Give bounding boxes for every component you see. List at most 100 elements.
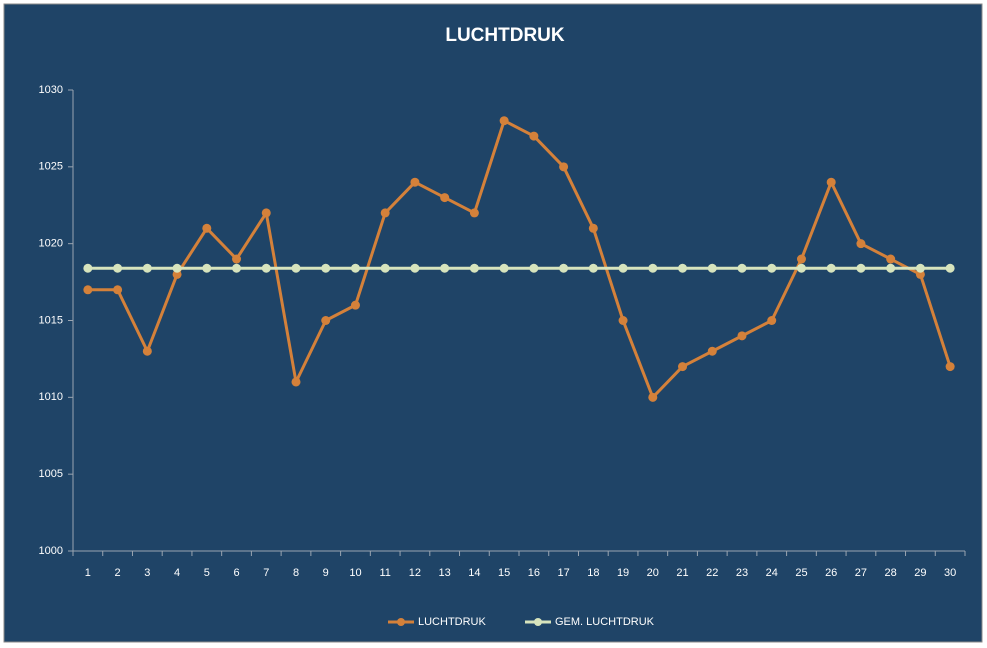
data-point [678,263,688,273]
data-point [767,316,777,325]
data-point [915,263,925,273]
data-point [232,263,242,273]
x-tick-label: 28 [885,567,897,579]
y-tick-label: 1010 [39,391,63,403]
x-tick-label: 10 [349,567,361,579]
data-point [232,254,242,264]
legend-marker [534,618,542,626]
y-tick-label: 1005 [39,468,63,480]
data-point [440,193,450,203]
data-point [856,263,866,273]
data-point [737,331,747,341]
data-point [618,263,628,273]
data-point [440,263,450,273]
data-point [529,131,539,141]
series-line [87,119,952,399]
x-tick-label: 30 [944,567,956,579]
chart-title: LUCHTDRUK [445,25,565,46]
data-point [796,263,806,273]
data-point [678,362,688,372]
data-point [886,263,896,273]
data-point [410,263,420,273]
x-tick-label: 21 [676,567,688,579]
data-point [559,263,569,273]
x-tick-label: 23 [736,567,748,579]
chart-background [3,3,983,643]
data-point [707,263,717,273]
x-tick-label: 7 [263,567,269,579]
data-point [707,346,717,356]
x-tick-label: 14 [468,567,480,579]
x-tick-label: 11 [379,567,390,579]
x-tick-label: 25 [795,567,807,579]
data-point [499,263,509,273]
data-point [886,254,896,264]
data-point [142,346,152,356]
data-point [648,392,658,402]
x-tick-label: 5 [204,567,210,579]
x-tick-label: 27 [855,567,867,579]
data-point [172,263,182,273]
data-point [261,263,271,273]
legend-label: LUCHTDRUK [418,616,487,628]
data-point [202,223,212,233]
data-point [856,239,866,249]
data-point [261,208,271,218]
data-point [113,285,123,295]
y-tick-label: 1000 [39,545,63,557]
x-tick-label: 24 [766,567,778,579]
data-point [291,263,301,273]
x-tick-label: 4 [174,567,180,579]
legend-marker [397,618,405,626]
x-tick-label: 15 [498,567,510,579]
data-point [291,377,301,387]
x-tick-label: 1 [85,567,91,579]
data-point [142,263,152,273]
data-point [410,177,420,187]
data-point [945,362,955,372]
data-point [796,254,806,264]
x-tick-label: 8 [293,567,299,579]
y-tick-label: 1015 [39,314,63,326]
x-tick-label: 9 [323,567,329,579]
data-point [767,263,777,273]
data-point [648,263,658,273]
data-point [737,263,747,273]
data-point [321,263,331,273]
data-point [469,208,479,218]
data-point [380,263,390,273]
data-point [469,263,479,273]
data-point [826,177,836,187]
data-point [113,263,123,273]
data-point [380,208,390,218]
data-point [588,223,598,233]
x-tick-label: 13 [439,567,451,579]
data-point [321,316,331,325]
x-tick-label: 18 [587,567,599,579]
data-point [350,300,360,310]
data-point [559,162,569,172]
data-point [83,263,93,273]
x-tick-label: 20 [647,567,659,579]
data-point [826,263,836,273]
x-tick-label: 6 [233,567,239,579]
data-point [202,263,212,273]
x-tick-label: 22 [706,567,718,579]
x-tick-label: 29 [914,567,926,579]
legend-label: GEM. LUCHTDRUK [555,616,655,628]
x-tick-label: 12 [409,567,421,579]
data-point [83,285,93,295]
x-tick-label: 3 [144,567,150,579]
x-tick-label: 19 [617,567,629,579]
data-point [350,263,360,273]
data-point [618,316,628,325]
data-point [529,263,539,273]
y-tick-label: 1025 [39,161,63,173]
x-tick-label: 16 [528,567,540,579]
x-tick-label: 17 [557,567,569,579]
x-tick-label: 26 [825,567,837,579]
data-point [499,116,509,126]
x-tick-label: 2 [115,567,121,579]
y-tick-label: 1020 [39,238,63,250]
